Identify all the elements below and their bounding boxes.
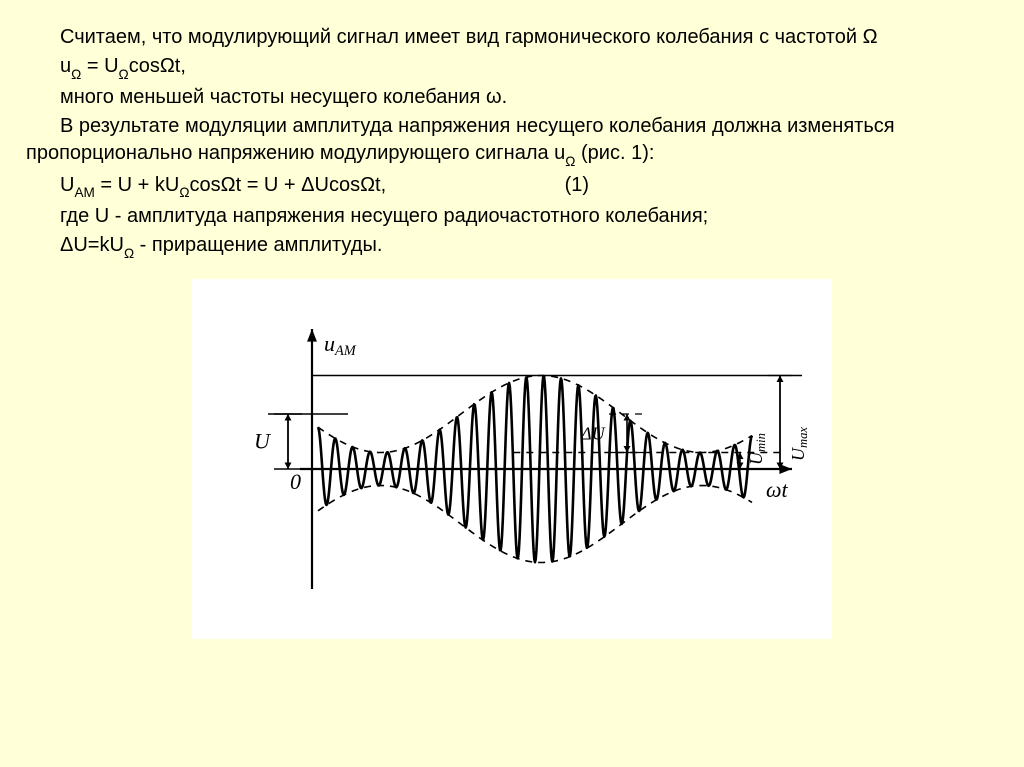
eq-text: cosΩt, [129, 55, 186, 77]
equation-number: (1) [392, 172, 592, 199]
svg-text:uАМ: uАМ [324, 331, 357, 359]
eq-text: - приращение амплитуды. [134, 234, 382, 256]
eqnum-text: (1) [565, 174, 589, 196]
paragraph-7: ΔU=kUΩ - приращение амплитуды. [26, 232, 998, 261]
am-wave-svg: uАМωt0UΔUUminUmax [192, 279, 832, 639]
paragraph-1: Считаем, что модулирующий сигнал имеет в… [26, 24, 998, 51]
p4-text: В результате модуляции амплитуда напряже… [26, 115, 895, 164]
equation-u-omega: uΩ = UΩcosΩt, [26, 53, 998, 82]
svg-text:0: 0 [290, 469, 301, 494]
eq-text: ΔU=kU [60, 234, 124, 256]
eq-sub: Ω [179, 185, 189, 200]
eq-text: U [60, 174, 74, 196]
paragraph-6: где U - амплитуда напряжения несущего ра… [26, 203, 998, 230]
p4-end: (рис. 1): [575, 142, 654, 164]
paragraph-4: В результате модуляции амплитуда напряже… [26, 113, 998, 169]
equation-uam: UАМ = U + kUΩcosΩt = U + ΔUcosΩt, (1) [26, 172, 998, 201]
eq-sub: Ω [119, 67, 129, 82]
figure-am-wave: uАМωt0UΔUUminUmax [26, 279, 998, 639]
eq-sub: Ω [71, 67, 81, 82]
svg-text:ωt: ωt [766, 477, 789, 502]
p4-sub: Ω [565, 154, 575, 169]
eq-sub: Ω [124, 246, 134, 261]
svg-text:ΔU: ΔU [580, 424, 606, 444]
eq-text: u [60, 55, 71, 77]
page: Считаем, что модулирующий сигнал имеет в… [0, 0, 1024, 639]
paragraph-3: много меньшей частоты несущего колебания… [26, 84, 998, 111]
svg-text:U: U [254, 429, 272, 454]
svg-text:Umax: Umax [788, 427, 810, 461]
eq-text: = U + kU [95, 174, 179, 196]
eq-text: = U [81, 55, 118, 77]
eq-text: cosΩt = U + ΔUcosΩt, [190, 174, 387, 196]
eq-sub: АМ [74, 185, 94, 200]
